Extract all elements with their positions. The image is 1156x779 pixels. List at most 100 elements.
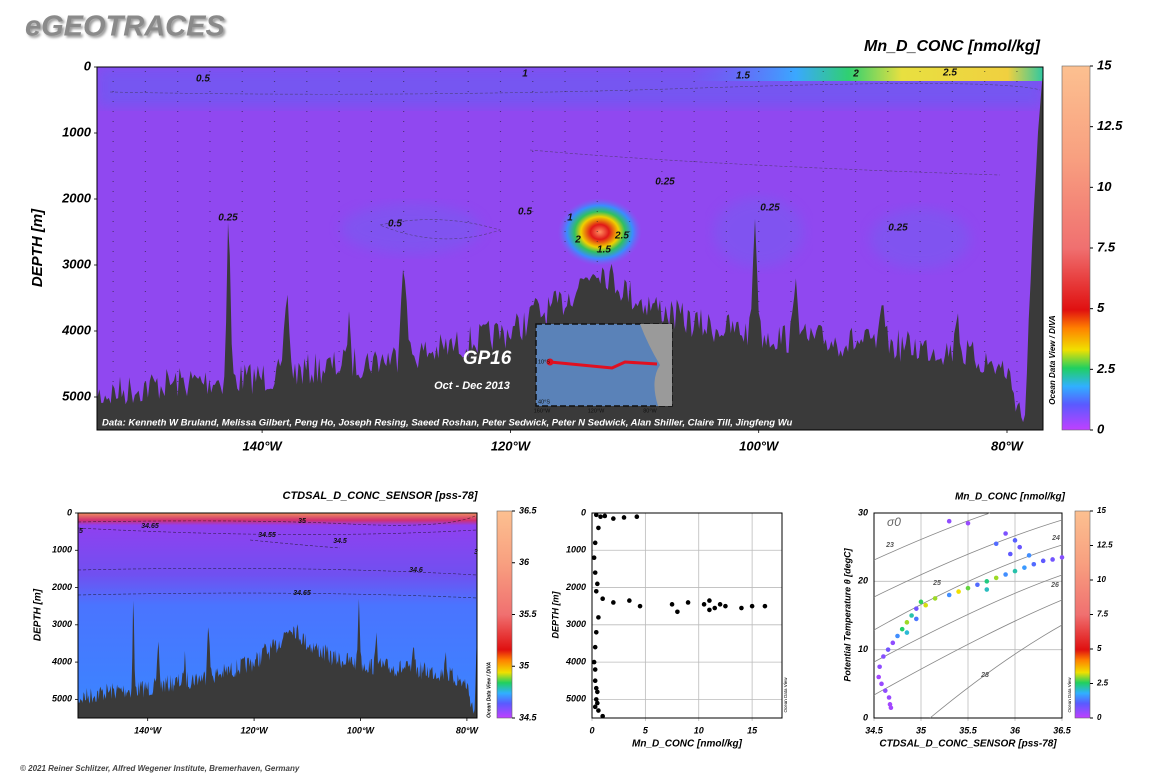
- contour-label: 34.6: [409, 567, 423, 574]
- point: [965, 520, 971, 526]
- contour-label: 35: [298, 518, 306, 525]
- software-label: Ocean Data View: [1067, 677, 1072, 713]
- x-tick-label: 80°W: [991, 438, 1025, 453]
- contour-label: 0.25: [760, 203, 780, 214]
- point: [1008, 551, 1013, 557]
- point: [600, 713, 605, 719]
- colorbar-label: 10: [1097, 575, 1106, 584]
- sigma-label: σ0: [887, 515, 901, 529]
- point: [1017, 544, 1022, 550]
- x-tick-label: 35: [916, 725, 927, 735]
- point: [637, 603, 643, 609]
- point: [876, 674, 881, 680]
- colorbar-label: 35: [519, 661, 530, 671]
- y-axis-label: DEPTH [m]: [550, 590, 560, 638]
- x-tick-label: 36: [1010, 725, 1021, 735]
- y-tick-label: 0: [581, 507, 586, 517]
- software-label: Ocean Data View / DIVA: [486, 662, 492, 718]
- x-tick-label: 34.5: [865, 725, 884, 735]
- x-tick-label: 15: [747, 725, 758, 735]
- point: [592, 570, 598, 575]
- point: [593, 512, 599, 518]
- contour-label: 0.25: [888, 223, 908, 234]
- point: [592, 540, 598, 546]
- chart-title: Mn_D_CONC [nmol/kg]: [864, 38, 1041, 55]
- colorbar-label: 15: [1097, 57, 1112, 72]
- x-tick-label: 100°W: [739, 438, 780, 453]
- point: [984, 587, 990, 592]
- contour-line: [78, 568, 477, 576]
- x-tick-label: 140°W: [243, 438, 284, 453]
- map-label: 160°W: [534, 408, 551, 414]
- point: [593, 588, 599, 594]
- point: [675, 609, 680, 615]
- point: [739, 605, 744, 611]
- point: [1040, 558, 1046, 564]
- isopycnal: [929, 624, 1063, 719]
- point: [717, 602, 723, 607]
- point: [956, 589, 961, 594]
- y-tick-label: 2000: [51, 582, 72, 592]
- contour-label: 0.5: [196, 74, 210, 85]
- contour-label: 0.25: [655, 177, 675, 188]
- y-tick-label: 0: [84, 58, 92, 73]
- y-tick-label: 3000: [52, 619, 72, 629]
- y-tick-label: 3000: [566, 619, 586, 629]
- y-tick-label: 5000: [52, 694, 72, 704]
- contour-label: 34.5: [333, 538, 347, 545]
- point: [887, 702, 893, 707]
- plot-frame: [77, 512, 478, 719]
- field-patch: [341, 203, 482, 254]
- colorbar: [1061, 65, 1091, 431]
- map-land: [640, 324, 672, 406]
- x-tick-label: 100°W: [347, 725, 376, 735]
- point: [993, 575, 999, 581]
- contour-label: 2: [574, 235, 581, 246]
- x-tick-label: 140°W: [134, 725, 163, 735]
- point: [904, 630, 910, 635]
- app-title: eGEOTRACES: [25, 11, 225, 43]
- y-tick-label: 1000: [52, 545, 72, 555]
- contour-label: 2.5: [614, 231, 629, 242]
- y-axis-label: DEPTH [m]: [29, 208, 46, 287]
- contour-label: 34.55: [258, 532, 276, 539]
- colorbar-label: 0: [1097, 713, 1102, 722]
- cruise-track: [549, 360, 658, 370]
- field-patch: [870, 208, 971, 269]
- y-tick-label: 4000: [565, 656, 586, 666]
- point: [1050, 557, 1055, 562]
- seafloor: [97, 72, 1043, 430]
- point: [598, 514, 603, 520]
- map-label: 10°S: [538, 359, 550, 365]
- colorbar-label: 10: [1097, 179, 1112, 194]
- colorbar-label: 2.5: [1096, 361, 1116, 376]
- point: [1026, 553, 1032, 558]
- point: [923, 602, 928, 608]
- colorbar-label: 35.5: [519, 609, 538, 619]
- x-axis-label: Mn_D_CONC [nmol/kg]: [632, 739, 743, 750]
- x-tick-label: 120°W: [241, 725, 270, 735]
- point: [634, 514, 640, 520]
- y-tick-label: 0: [67, 507, 72, 517]
- y-tick-label: 20: [857, 576, 868, 586]
- point: [685, 600, 691, 605]
- point: [882, 688, 888, 693]
- software-label: Ocean Data View: [783, 677, 788, 713]
- contour-line: [78, 527, 477, 535]
- contour-label: 1.5: [736, 71, 750, 82]
- contour-label: 34.65: [293, 590, 311, 597]
- point: [592, 678, 598, 684]
- contour-line: [249, 539, 341, 549]
- contour-label: 0.5: [388, 219, 402, 230]
- point: [611, 516, 616, 521]
- point: [965, 585, 971, 591]
- point: [701, 602, 707, 607]
- y-tick-label: 5000: [62, 388, 92, 403]
- contour-label: 5: [79, 528, 83, 535]
- point: [611, 600, 616, 605]
- colorbar-label: 7.5: [1097, 610, 1109, 619]
- plot-frame: [96, 66, 1044, 431]
- contour-label: 26: [1050, 582, 1059, 589]
- y-tick-label: 1000: [566, 545, 586, 555]
- contour-line: [109, 83, 1041, 95]
